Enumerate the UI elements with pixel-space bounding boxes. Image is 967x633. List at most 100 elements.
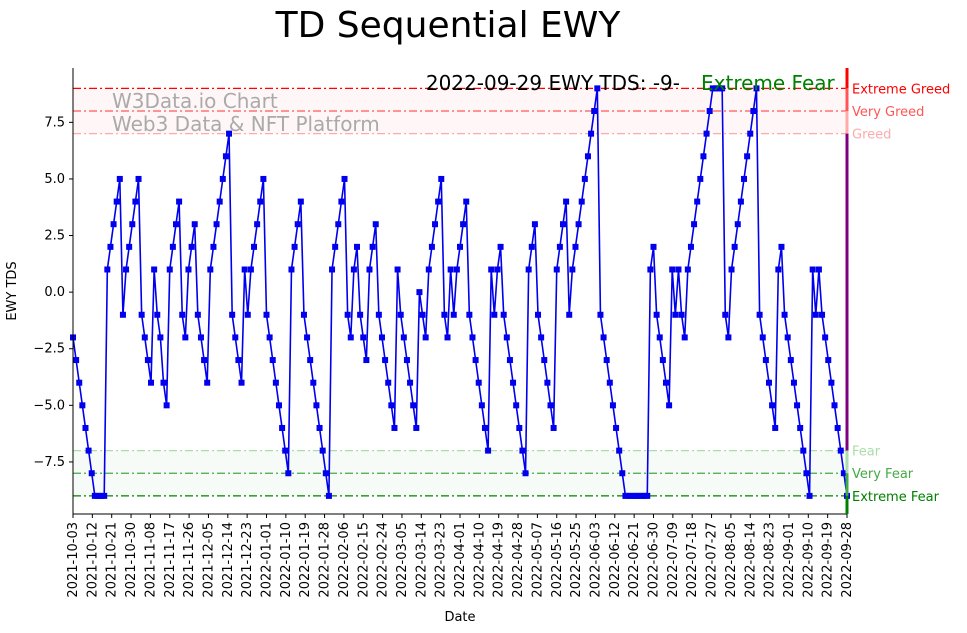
data-point [631,492,638,499]
data-point [747,130,754,137]
data-point [510,379,517,386]
data-point [834,424,841,431]
data-point [694,198,701,205]
data-point [238,379,245,386]
data-point [166,266,173,273]
data-point [319,447,326,454]
data-point [778,243,785,250]
data-point [572,243,579,250]
data-point [450,311,457,318]
x-tick-label: 2021-11-08 [143,522,158,598]
x-tick-label: 2022-06-30 [647,522,662,598]
data-point [588,130,595,137]
x-tick-label: 2022-09-19 [821,522,836,598]
data-point [753,85,760,92]
data-point [85,447,92,454]
data-point [622,492,629,499]
data-point [616,447,623,454]
data-point [141,334,148,341]
data-point [828,379,835,386]
data-point [263,311,270,318]
data-point [182,334,189,341]
data-point [219,175,226,182]
data-point [750,108,757,115]
data-point [809,266,816,273]
data-point [725,334,732,341]
data-point [669,266,676,273]
data-point [82,424,89,431]
data-point [422,334,429,341]
data-point [372,221,379,228]
data-point [104,266,111,273]
data-point [222,153,229,160]
data-point [385,379,392,386]
data-point [659,357,666,364]
data-point [403,357,410,364]
data-point [438,175,445,182]
data-point [332,243,339,250]
data-point [235,357,242,364]
data-point [197,334,204,341]
data-point [341,175,348,182]
y-tick-label: −7.5 [33,455,65,470]
data-point [375,311,382,318]
data-point [76,379,83,386]
data-point [91,492,98,499]
data-point [575,221,582,228]
x-tick-label: 2021-11-17 [163,522,178,598]
x-tick-label: 2022-09-28 [840,522,855,598]
data-point [441,311,448,318]
data-point [478,402,485,409]
x-tick-label: 2022-02-15 [356,522,371,598]
data-point [354,243,361,250]
data-point [475,379,482,386]
data-point [675,266,682,273]
data-point [241,266,248,273]
data-point [500,311,507,318]
data-point [691,221,698,228]
data-point [634,492,641,499]
data-point [531,221,538,228]
data-point [325,492,332,499]
data-point [731,243,738,250]
data-point [800,447,807,454]
data-point [722,311,729,318]
data-point [494,266,501,273]
data-point [294,221,301,228]
data-point [550,424,557,431]
x-tick-label: 2022-04-10 [472,522,487,598]
data-point [335,221,342,228]
data-point [73,357,80,364]
data-point [469,334,476,341]
data-point [285,470,292,477]
data-point [706,108,713,115]
data-point [260,175,267,182]
data-point [244,311,251,318]
chart-title: TD Sequential EWY [275,5,622,46]
data-point [513,402,520,409]
data-point [110,221,117,228]
data-point [107,243,114,250]
data-point [503,334,510,341]
data-point [609,402,616,409]
data-point [350,266,357,273]
data-point [481,424,488,431]
y-axis-label: EWY TDS [5,261,20,320]
data-point [519,447,526,454]
data-point [541,357,548,364]
y-tick-label: 0.0 [44,285,65,300]
data-point [463,198,470,205]
data-point [394,266,401,273]
data-point [744,153,751,160]
data-point [191,221,198,228]
data-point [185,266,192,273]
data-point [734,221,741,228]
data-point [697,175,704,182]
data-point [625,492,632,499]
sentiment-label: Greed [852,128,891,143]
data-point [419,311,426,318]
data-point [378,334,385,341]
sentiment-labels: Extreme Greed Very Greed Greed Fear Very Fea… [845,68,950,514]
data-point [472,357,479,364]
data-point [756,311,763,318]
